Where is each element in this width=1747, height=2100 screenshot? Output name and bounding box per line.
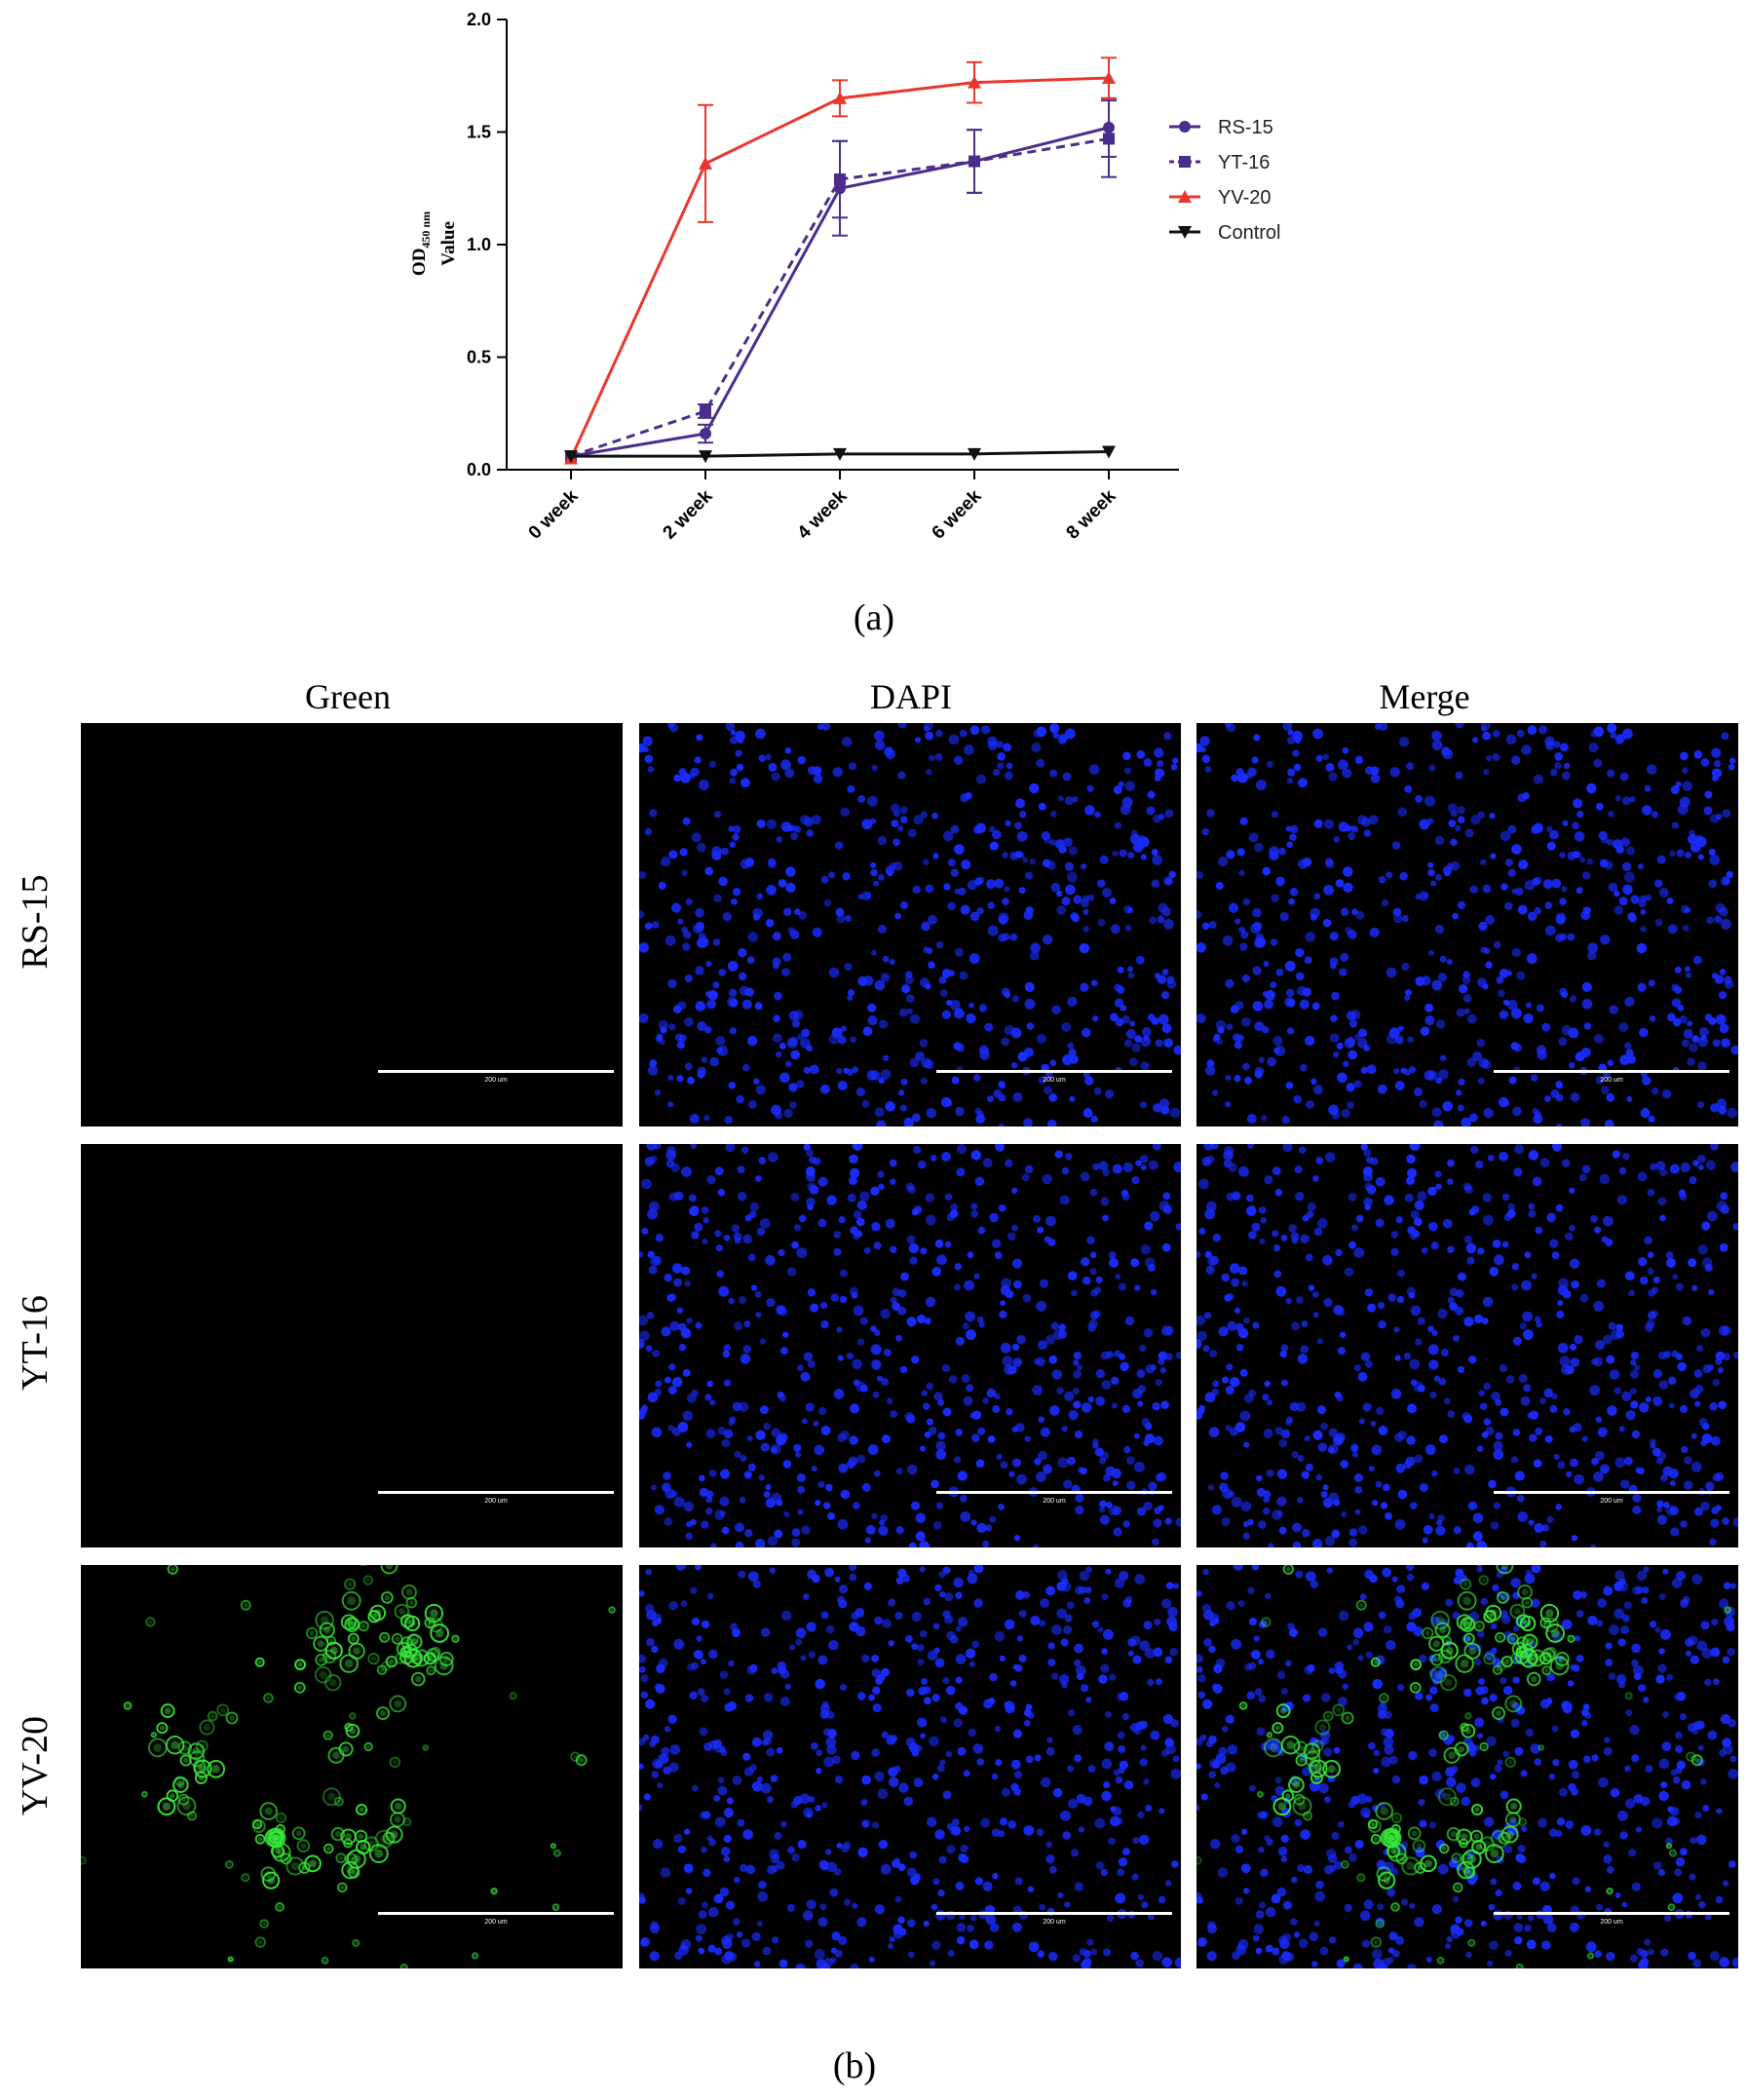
x-tick-label: 2 week bbox=[660, 485, 717, 543]
scale-bar-label: 200 um bbox=[1600, 1077, 1623, 1084]
chart-legend: RS-15 YT-16 YV-20 Control bbox=[1169, 117, 1280, 244]
scale-bar bbox=[1494, 1912, 1729, 1915]
micrograph-yv-20-dapi: 200 um bbox=[639, 1565, 1181, 1968]
y-tick-label: 0.0 bbox=[467, 460, 491, 479]
data-point bbox=[834, 173, 846, 186]
scale-bar bbox=[936, 1070, 1172, 1073]
scale-bar bbox=[936, 1491, 1172, 1494]
data-point bbox=[564, 450, 578, 464]
micrograph-rs-15-merge: 200 um bbox=[1196, 723, 1738, 1126]
data-point bbox=[968, 447, 981, 461]
row-label-yt16: YT-16 bbox=[15, 1295, 56, 1391]
scale-bar-label: 200 um bbox=[484, 1498, 508, 1505]
row-label-yv20: YV-20 bbox=[15, 1715, 56, 1816]
y-tick-label: 1.0 bbox=[467, 235, 491, 254]
column-label-merge: Merge bbox=[1379, 677, 1470, 716]
x-tick-label: 4 week bbox=[794, 485, 852, 543]
chart-axes: 0.0 0.5 1.0 1.5 2.0 0 week 2 week 4 week 6 week 8… bbox=[409, 10, 1179, 544]
legend-item-rs-15: RS-15 bbox=[1169, 117, 1273, 138]
scale-bar-label: 200 um bbox=[1043, 1077, 1066, 1084]
micrograph-yt-16-merge: 200 um bbox=[1196, 1144, 1738, 1547]
data-point bbox=[968, 155, 980, 168]
series-yt-16 bbox=[565, 99, 1117, 463]
scale-bar bbox=[378, 1070, 614, 1073]
legend-marker bbox=[1178, 226, 1192, 239]
row-label-rs15: RS-15 bbox=[15, 874, 56, 970]
chart-series bbox=[564, 57, 1117, 465]
data-point bbox=[833, 91, 847, 104]
scale-bar bbox=[378, 1491, 614, 1494]
data-point bbox=[968, 75, 981, 89]
series-control bbox=[564, 445, 1116, 464]
scale-bar-label: 200 um bbox=[484, 1919, 508, 1926]
data-point bbox=[1102, 445, 1116, 459]
data-point bbox=[700, 404, 711, 417]
x-tick-label: 0 week bbox=[525, 485, 583, 543]
scale-bar bbox=[1494, 1491, 1729, 1494]
x-tick-label: 6 week bbox=[929, 485, 986, 543]
legend-marker bbox=[1179, 121, 1191, 133]
legend-label: YV-20 bbox=[1218, 187, 1271, 209]
y-tick-label: 2.0 bbox=[467, 10, 491, 29]
legend-label: YT-16 bbox=[1218, 152, 1270, 173]
legend-label: RS-15 bbox=[1218, 117, 1273, 138]
x-tick-label: 8 week bbox=[1063, 485, 1120, 543]
column-label-dapi: DAPI bbox=[869, 677, 952, 716]
series-line bbox=[569, 76, 1110, 460]
y-axis-title-2: Value bbox=[438, 221, 459, 266]
data-point bbox=[1103, 133, 1115, 145]
data-point bbox=[700, 428, 711, 440]
legend-label: Control bbox=[1218, 222, 1280, 244]
legend-marker bbox=[1179, 156, 1191, 168]
micrograph-yv-20-green: 200 um bbox=[81, 1565, 623, 1968]
micrograph-yt-16-dapi: 200 um bbox=[639, 1144, 1181, 1547]
micrograph-rs-15-dapi: 200 um bbox=[639, 723, 1181, 1126]
y-tick-label: 0.5 bbox=[467, 348, 491, 367]
legend-item-control: Control bbox=[1169, 222, 1280, 244]
data-point bbox=[1102, 71, 1116, 85]
legend-marker bbox=[1178, 190, 1192, 203]
column-label-green: Green bbox=[305, 677, 391, 716]
scale-bar bbox=[936, 1912, 1172, 1915]
legend-item-yv-20: YV-20 bbox=[1169, 187, 1271, 209]
scale-bar-label: 200 um bbox=[1600, 1498, 1623, 1505]
scale-bar-label: 200 um bbox=[1600, 1919, 1623, 1926]
od450-line-chart: 0.0 0.5 1.0 1.5 2.0 0 week 2 week 4 week 6 week 8… bbox=[409, 10, 1280, 544]
micrograph-yv-20-merge: 200 um bbox=[1196, 1565, 1738, 1968]
caption-b: (b) bbox=[832, 2045, 877, 2086]
scale-bar bbox=[378, 1912, 614, 1915]
scale-bar-label: 200 um bbox=[1043, 1919, 1066, 1926]
scale-bar-label: 200 um bbox=[1043, 1498, 1066, 1505]
y-tick-label: 1.5 bbox=[467, 123, 491, 142]
scale-bar-label: 200 um bbox=[484, 1077, 508, 1084]
micrograph-yt-16-green: 200 um bbox=[81, 1144, 623, 1547]
legend-item-yt-16: YT-16 bbox=[1169, 152, 1270, 173]
caption-a: (a) bbox=[853, 597, 895, 638]
series-yv-20 bbox=[564, 57, 1117, 465]
y-axis-title: OD450 nm bbox=[409, 211, 433, 276]
micrograph-rs-15-green: 200 um bbox=[81, 723, 623, 1126]
data-point bbox=[833, 447, 847, 461]
data-point bbox=[699, 156, 712, 170]
data-point bbox=[699, 450, 712, 464]
scale-bar bbox=[1494, 1070, 1729, 1073]
